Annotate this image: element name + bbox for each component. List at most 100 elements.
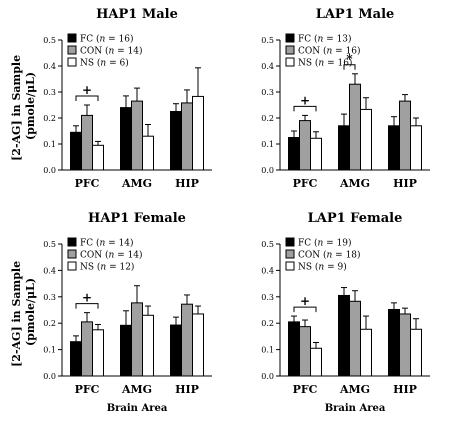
legend-entry-fc: FC (n = 14)	[80, 238, 134, 249]
bar-con-amg	[349, 300, 361, 377]
y-tick-label: 0.2	[43, 319, 56, 328]
bar-ns-hip	[192, 95, 204, 171]
legend-swatch-fc	[67, 33, 77, 43]
panel-hap1-female: HAP1 Female 0.0 0.1 0.2 0.3 0.4 0.5 PFC AMG HIP + F…	[43, 211, 212, 414]
y-tick-label: 0.4	[261, 266, 274, 275]
bar-fc-amg	[338, 125, 350, 171]
x-category-label: PFC	[75, 177, 100, 190]
bar-ns-hip	[192, 313, 204, 377]
legend-swatch-con	[285, 249, 295, 259]
y-axis-label-line2: (pmole/μL)	[24, 278, 37, 346]
legend-swatch-con	[67, 45, 77, 55]
bar-con-pfc	[81, 321, 93, 377]
bar-fc-pfc	[288, 137, 300, 171]
panel-title: HAP1 Female	[88, 211, 186, 226]
bar-con-hip	[181, 303, 193, 377]
y-tick-label: 0.4	[43, 62, 56, 71]
panel-lap1-male: LAP1 Male 0.0 0.1 0.2 0.3 0.4 0.5 PFC AMG HIP + * FC…	[261, 7, 430, 190]
legend-entry-fc: FC (n = 19)	[298, 238, 352, 249]
legend-swatch-con	[67, 249, 77, 259]
y-tick-label: 0.4	[261, 62, 274, 71]
bar-con-amg	[349, 83, 361, 171]
x-axis-label: Brain Area	[107, 403, 168, 414]
legend-swatch-ns	[67, 261, 77, 271]
y-tick-label: 0.3	[43, 88, 56, 97]
y-tick-label: 0.2	[261, 114, 274, 123]
significance-marker: +	[300, 294, 310, 308]
legend-swatch-fc	[285, 33, 295, 43]
y-tick-label: 0.5	[43, 240, 56, 249]
bar-ns-amg	[142, 135, 154, 171]
legend-entry-ns: NS (n = 16)	[298, 58, 352, 69]
bar-ns-pfc	[310, 347, 322, 377]
y-tick-label: 0.3	[261, 293, 274, 302]
bar-ns-amg	[360, 328, 372, 377]
bar-fc-amg	[120, 324, 132, 377]
legend-entry-con: CON (n = 16)	[298, 46, 361, 57]
bar-con-pfc	[299, 120, 311, 171]
legend-entry-ns: NS (n = 12)	[80, 262, 134, 273]
x-category-label: AMG	[339, 177, 370, 190]
legend-swatch-ns	[67, 57, 77, 67]
y-tick-label: 0.2	[43, 114, 56, 123]
legend-entry-ns: NS (n = 9)	[298, 262, 347, 273]
bar-fc-amg	[120, 107, 132, 171]
panel-hap1-male: HAP1 Male 0.0 0.1 0.2 0.3 0.4 0.5 PFC AMG HIP + FC …	[43, 7, 212, 190]
legend-entry-con: CON (n = 14)	[80, 250, 143, 261]
bar-fc-hip	[388, 308, 400, 377]
bar-con-pfc	[81, 114, 93, 171]
x-category-label: HIP	[175, 177, 199, 190]
bar-ns-amg	[142, 314, 154, 377]
y-axis-label-line2: (pmole/μL)	[24, 72, 37, 140]
x-category-label: HIP	[175, 383, 199, 396]
y-tick-label: 0.0	[261, 372, 274, 381]
panels: HAP1 Male 0.0 0.1 0.2 0.3 0.4 0.5 PFC AMG HIP + FC …	[43, 7, 430, 414]
significance-bracket	[343, 64, 356, 70]
bar-ns-pfc	[92, 144, 104, 171]
y-axis-label-top: [2-AG] in Sample (pmole/μL)	[10, 51, 37, 161]
y-axis-label-line1: [2-AG] in Sample	[10, 55, 23, 161]
significance-bracket	[75, 303, 99, 309]
panel-title: LAP1 Female	[308, 211, 403, 226]
x-category-label: PFC	[293, 383, 318, 396]
panel-title: LAP1 Male	[316, 7, 395, 22]
x-category-label: HIP	[393, 177, 417, 190]
x-category-label: HIP	[393, 383, 417, 396]
y-tick-label: 0.3	[261, 88, 274, 97]
y-tick-label: 0.5	[43, 36, 56, 45]
legend-swatch-fc	[67, 237, 77, 247]
legend-entry-ns: NS (n = 6)	[80, 58, 129, 69]
bar-fc-pfc	[288, 321, 300, 377]
y-tick-label: 0.5	[261, 36, 274, 45]
y-tick-label: 0.0	[261, 166, 274, 175]
bar-con-pfc	[299, 326, 311, 377]
significance-marker: +	[82, 291, 92, 305]
bar-fc-pfc	[70, 341, 82, 377]
x-category-label: PFC	[75, 383, 100, 396]
legend-entry-con: CON (n = 14)	[80, 46, 143, 57]
x-axis-label: Brain Area	[325, 403, 386, 414]
significance-marker: +	[82, 83, 92, 97]
legend-swatch-ns	[285, 57, 295, 67]
bar-ns-pfc	[92, 329, 104, 377]
legend-swatch-ns	[285, 261, 295, 271]
bar-con-hip	[399, 100, 411, 171]
x-category-label: AMG	[339, 383, 370, 396]
y-tick-label: 0.1	[261, 140, 274, 149]
y-axis-label-line1: [2-AG] in Sample	[10, 261, 23, 367]
y-tick-label: 0.5	[261, 240, 274, 249]
bar-con-hip	[181, 102, 193, 171]
significance-marker: +	[300, 93, 310, 107]
bar-con-amg	[131, 100, 143, 171]
y-tick-label: 0.0	[43, 166, 56, 175]
y-tick-label: 0.4	[43, 266, 56, 275]
legend-swatch-fc	[285, 237, 295, 247]
bar-fc-pfc	[70, 131, 82, 171]
significance-bracket	[75, 95, 99, 101]
y-tick-label: 0.1	[261, 346, 274, 355]
x-category-label: AMG	[121, 383, 152, 396]
y-tick-label: 0.1	[43, 140, 56, 149]
y-tick-label: 0.0	[43, 372, 56, 381]
bar-con-hip	[399, 313, 411, 377]
